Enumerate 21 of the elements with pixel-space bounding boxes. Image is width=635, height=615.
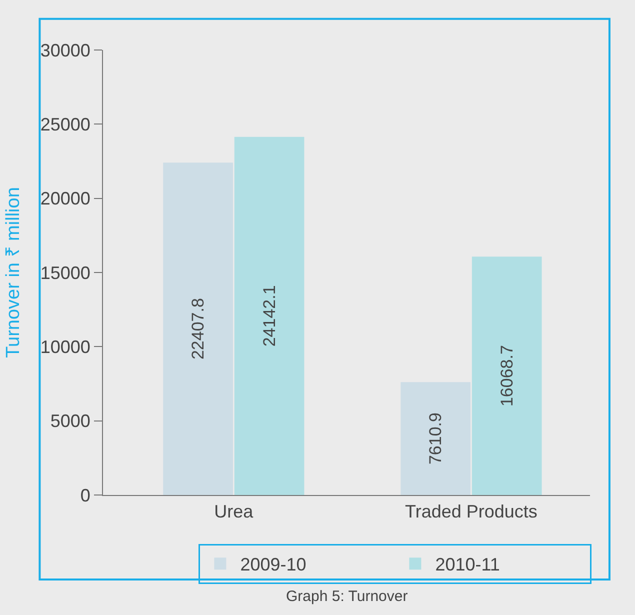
x-tick-label: Traded Products (405, 502, 538, 522)
y-tick-label: 15000 (40, 262, 90, 283)
legend-label: 2010-11 (435, 554, 500, 575)
data-label: 16068.7 (497, 345, 516, 407)
y-tick-label: 0 (80, 485, 90, 506)
legend-label: 2009-10 (240, 554, 306, 575)
y-tick-label: 10000 (40, 336, 90, 357)
bar (234, 136, 304, 495)
y-axis-title: Turnover in ₹ million (3, 187, 24, 358)
caption: Graph 5: Turnover (286, 588, 408, 605)
y-tick-label: 25000 (40, 114, 90, 134)
y-tick-label: 5000 (50, 411, 90, 432)
y-tick-label: 30000 (40, 40, 90, 60)
bar (163, 162, 233, 495)
data-label: 22407.8 (188, 298, 208, 360)
y-tick-label: 20000 (40, 188, 90, 209)
data-label: 24142.1 (260, 285, 279, 347)
bar (472, 256, 542, 495)
bar (400, 382, 471, 495)
x-tick-label: Urea (214, 502, 254, 522)
data-label: 7610.9 (426, 412, 446, 465)
